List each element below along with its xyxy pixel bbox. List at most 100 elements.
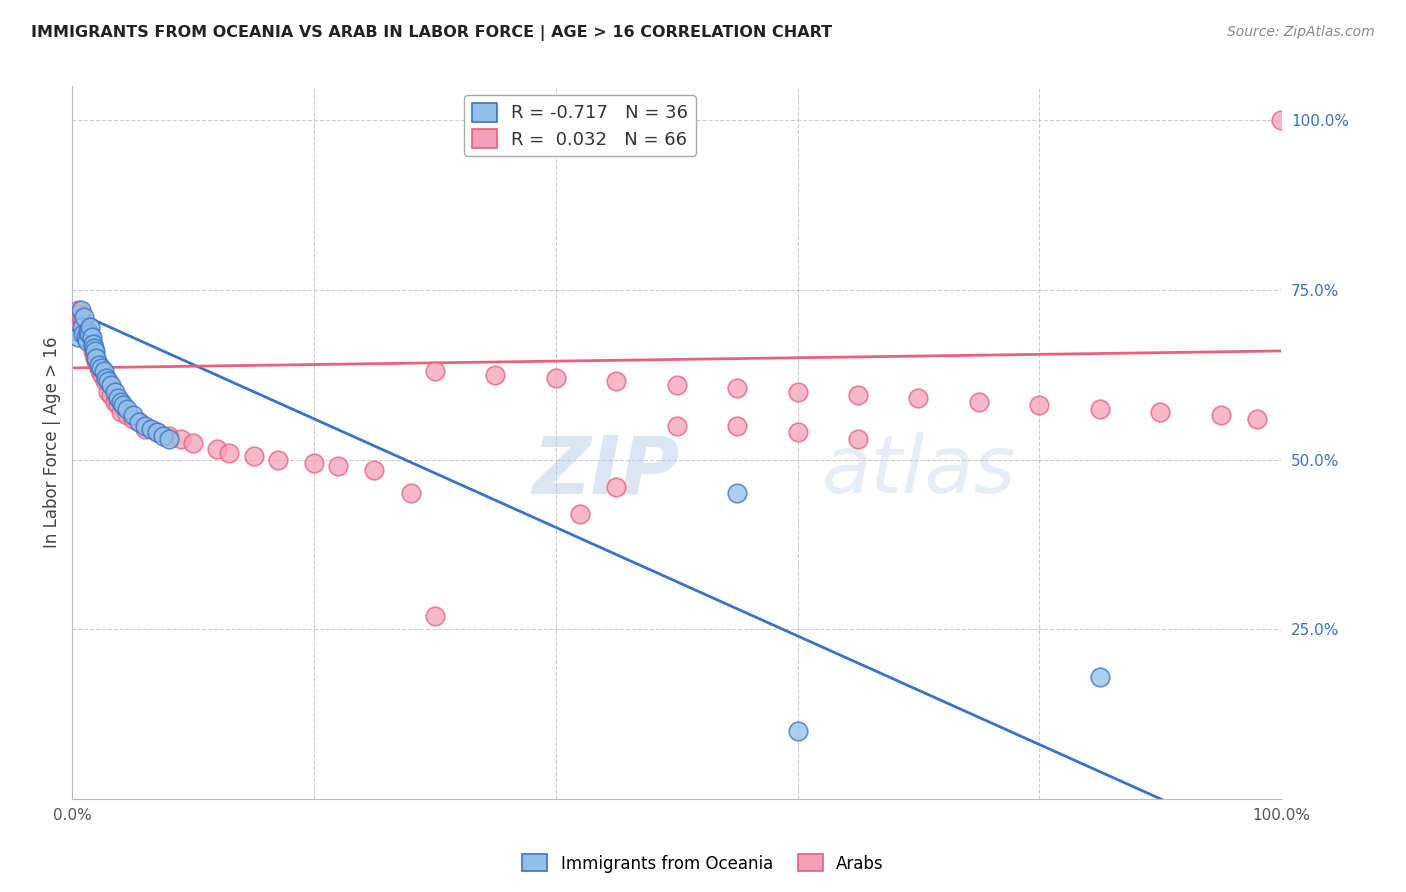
Point bbox=[544, 371, 567, 385]
Point bbox=[80, 337, 103, 351]
Point bbox=[157, 429, 180, 443]
Point bbox=[907, 392, 929, 406]
Point bbox=[97, 384, 120, 399]
Legend: R = -0.717   N = 36, R =  0.032   N = 66: R = -0.717 N = 36, R = 0.032 N = 66 bbox=[464, 95, 696, 156]
Point bbox=[76, 334, 98, 348]
Point bbox=[328, 459, 350, 474]
Point bbox=[110, 395, 132, 409]
Point bbox=[79, 326, 101, 341]
Point bbox=[87, 358, 110, 372]
Point bbox=[1088, 401, 1111, 416]
Legend: Immigrants from Oceania, Arabs: Immigrants from Oceania, Arabs bbox=[516, 847, 890, 880]
Point bbox=[484, 368, 506, 382]
Point bbox=[100, 388, 122, 402]
Point bbox=[1028, 398, 1050, 412]
Y-axis label: In Labor Force | Age > 16: In Labor Force | Age > 16 bbox=[44, 337, 60, 549]
Point bbox=[146, 425, 169, 440]
Text: ZIP: ZIP bbox=[531, 432, 679, 510]
Point bbox=[157, 432, 180, 446]
Point bbox=[82, 343, 104, 358]
Point bbox=[115, 409, 138, 423]
Point bbox=[107, 398, 129, 412]
Point bbox=[1270, 113, 1292, 128]
Point bbox=[73, 310, 96, 324]
Point bbox=[107, 392, 129, 406]
Point bbox=[93, 364, 115, 378]
Point bbox=[84, 351, 107, 365]
Point bbox=[103, 384, 125, 399]
Point bbox=[242, 449, 264, 463]
Point bbox=[786, 384, 808, 399]
Point bbox=[90, 360, 112, 375]
Point bbox=[218, 446, 240, 460]
Point bbox=[77, 334, 100, 348]
Point bbox=[80, 330, 103, 344]
Point bbox=[91, 368, 114, 382]
Point bbox=[73, 320, 96, 334]
Point bbox=[139, 422, 162, 436]
Point bbox=[134, 418, 156, 433]
Point bbox=[121, 412, 143, 426]
Point bbox=[207, 442, 229, 457]
Text: IMMIGRANTS FROM OCEANIA VS ARAB IN LABOR FORCE | AGE > 16 CORRELATION CHART: IMMIGRANTS FROM OCEANIA VS ARAB IN LABOR… bbox=[31, 25, 832, 41]
Point bbox=[399, 486, 422, 500]
Point bbox=[725, 486, 748, 500]
Point bbox=[267, 452, 290, 467]
Point bbox=[111, 398, 134, 412]
Point bbox=[605, 480, 627, 494]
Point bbox=[86, 354, 108, 368]
Point bbox=[568, 507, 591, 521]
Point bbox=[69, 307, 91, 321]
Point bbox=[786, 425, 808, 440]
Point bbox=[423, 364, 446, 378]
Point bbox=[94, 371, 117, 385]
Point bbox=[83, 341, 105, 355]
Point bbox=[181, 435, 204, 450]
Point bbox=[94, 375, 117, 389]
Point bbox=[103, 395, 125, 409]
Point bbox=[846, 432, 869, 446]
Point bbox=[100, 377, 122, 392]
Point bbox=[302, 456, 325, 470]
Point bbox=[121, 409, 143, 423]
Point bbox=[170, 432, 193, 446]
Point bbox=[725, 381, 748, 395]
Point bbox=[128, 415, 150, 429]
Point bbox=[72, 326, 94, 341]
Point bbox=[134, 422, 156, 436]
Point bbox=[87, 360, 110, 375]
Point bbox=[72, 317, 94, 331]
Point bbox=[84, 343, 107, 358]
Point bbox=[77, 330, 100, 344]
Point bbox=[83, 347, 105, 361]
Point bbox=[67, 330, 90, 344]
Point bbox=[86, 351, 108, 365]
Point bbox=[70, 320, 93, 334]
Point bbox=[82, 337, 104, 351]
Text: atlas: atlas bbox=[821, 432, 1017, 510]
Point bbox=[75, 324, 97, 338]
Point bbox=[76, 326, 98, 341]
Point bbox=[110, 405, 132, 419]
Point bbox=[605, 375, 627, 389]
Point bbox=[665, 377, 688, 392]
Point bbox=[75, 330, 97, 344]
Point bbox=[77, 324, 100, 338]
Point bbox=[86, 358, 108, 372]
Point bbox=[69, 303, 91, 318]
Point bbox=[363, 463, 385, 477]
Point bbox=[1246, 412, 1268, 426]
Point bbox=[65, 324, 87, 338]
Point bbox=[1209, 409, 1232, 423]
Point bbox=[70, 313, 93, 327]
Point bbox=[1149, 405, 1171, 419]
Point bbox=[69, 310, 91, 324]
Point bbox=[67, 303, 90, 318]
Point bbox=[146, 425, 169, 440]
Text: Source: ZipAtlas.com: Source: ZipAtlas.com bbox=[1227, 25, 1375, 39]
Point bbox=[423, 608, 446, 623]
Point bbox=[77, 326, 100, 341]
Point bbox=[97, 375, 120, 389]
Point bbox=[665, 418, 688, 433]
Point bbox=[1088, 670, 1111, 684]
